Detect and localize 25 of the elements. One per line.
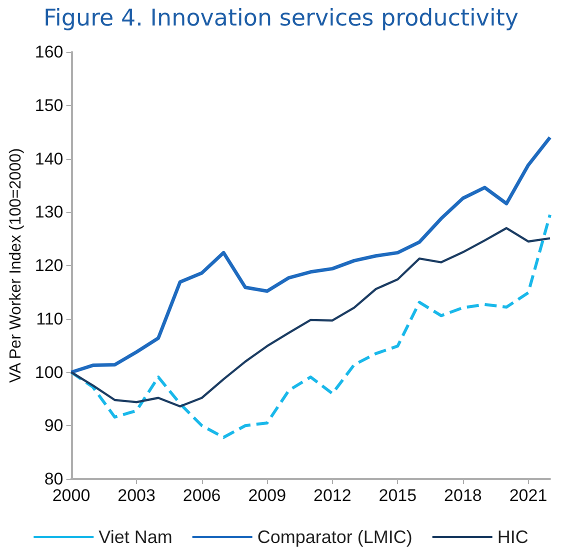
line-series — [70, 136, 552, 374]
x-tick-label: 2000 — [52, 486, 90, 505]
x-tick-label: 2012 — [313, 486, 352, 505]
x-tick-label: 2003 — [118, 486, 156, 505]
line-series — [70, 213, 552, 439]
y-tick-label: 130 — [34, 202, 64, 222]
x-tick-label: 2015 — [378, 486, 417, 505]
y-axis-title: VA Per Worker Index (100=2000) — [8, 148, 24, 383]
x-tick-label: 2009 — [248, 486, 286, 505]
y-tick-label: 100 — [34, 362, 64, 382]
y-tick-label: 120 — [34, 256, 64, 275]
y-tick-label: 90 — [44, 416, 64, 436]
y-tick-label: 150 — [34, 96, 64, 115]
y-tick-label: 80 — [44, 470, 64, 488]
x-tick-label: 2006 — [182, 486, 221, 505]
y-tick-label: 110 — [36, 309, 64, 328]
y-tick-label: 160 — [34, 42, 64, 62]
x-tick-label: 2018 — [444, 486, 482, 505]
x-tick-label: 2021 — [509, 486, 548, 505]
legend-label: Viet Nam — [98, 527, 172, 547]
legend-label: HIC — [497, 527, 528, 547]
chart-title: Figure 4. Innovation services productivity — [43, 6, 519, 32]
line-series — [70, 227, 552, 408]
y-tick-label: 140 — [34, 149, 64, 168]
legend-label: Comparator (LMIC) — [257, 527, 412, 547]
